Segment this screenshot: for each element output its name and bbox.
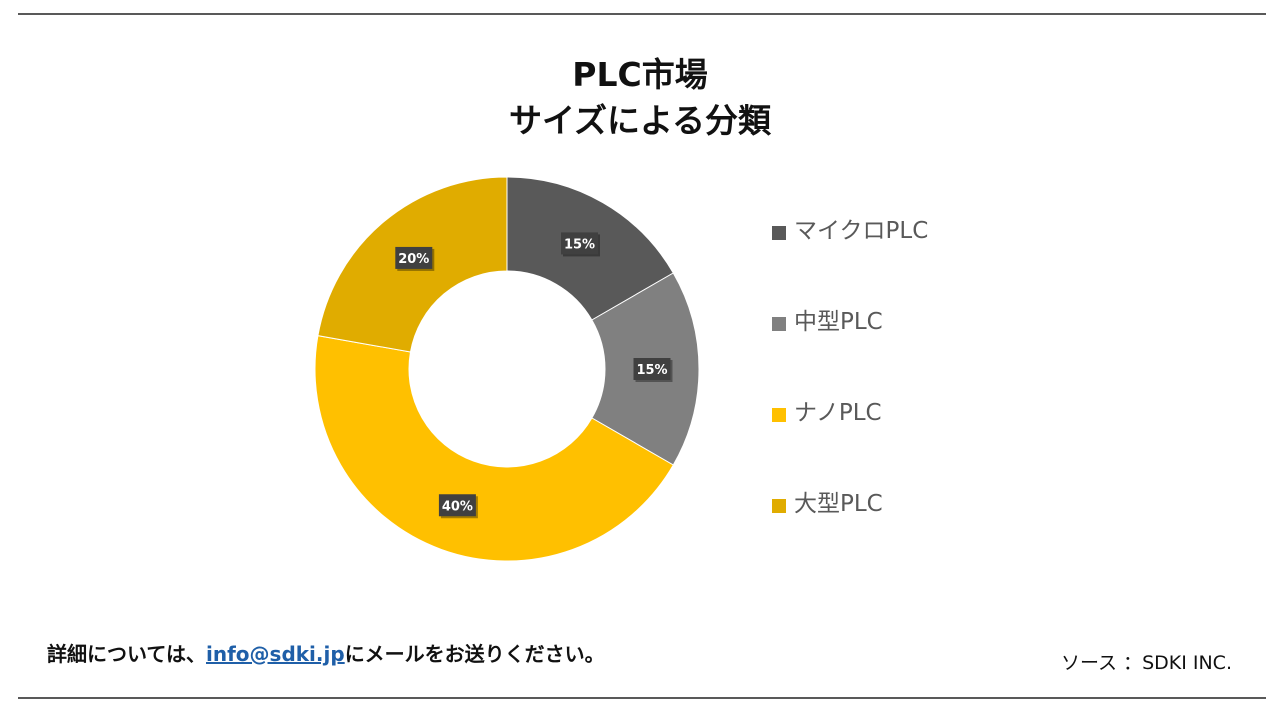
data-label-text-mid: 15% (636, 363, 667, 378)
data-label-micro: 15% (561, 232, 600, 257)
chart-title-line2: サイズによる分類 (508, 101, 772, 140)
data-label-text-large: 20% (398, 252, 429, 267)
legend-label-large: 大型PLC (794, 491, 883, 517)
contact-note: 詳細については、info@sdki.jpにメールをお送りください。 (47, 638, 605, 667)
legend-label-micro: マイクロPLC (794, 218, 929, 244)
chart-title-line1: PLC市場 (572, 55, 708, 94)
legend-swatch-nano (772, 408, 786, 422)
data-label-large: 20% (395, 246, 435, 271)
contact-note-suffix: にメールをお送りください。 (344, 642, 605, 666)
data-label-text-micro: 15% (564, 237, 595, 252)
legend-swatch-mid (772, 317, 786, 331)
data-label-mid: 15% (633, 358, 673, 382)
chart-title: PLC市場 サイズによる分類 (0, 52, 1280, 144)
legend-label-mid: 中型PLC (794, 309, 883, 335)
legend-swatch-micro (772, 226, 786, 240)
contact-note-prefix: 詳細については、 (47, 642, 206, 666)
contact-email-link[interactable]: info@sdki.jp (206, 642, 345, 666)
bottom-divider (18, 697, 1266, 699)
top-divider (18, 13, 1266, 15)
legend-label-nano: ナノPLC (794, 400, 882, 426)
donut-slice-nano (314, 335, 674, 562)
data-label-nano: 40% (438, 494, 478, 519)
legend-swatch-large (772, 499, 786, 513)
data-label-text-nano: 40% (442, 499, 473, 514)
source-credit: ソース ：SDKI INC. (1060, 652, 1232, 674)
